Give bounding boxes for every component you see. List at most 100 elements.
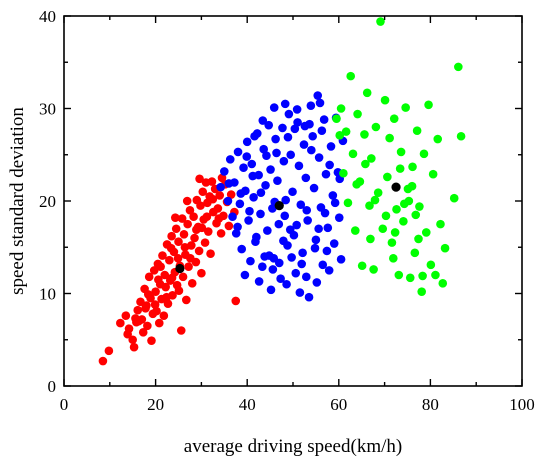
data-point — [357, 261, 367, 271]
data-point — [361, 159, 370, 169]
y-tick-label: 0 — [48, 377, 57, 396]
data-point — [174, 237, 183, 246]
data-point — [195, 174, 204, 184]
data-point — [307, 145, 316, 155]
data-point — [440, 243, 450, 253]
data-point — [306, 101, 316, 111]
data-point — [311, 235, 321, 245]
data-point — [252, 232, 261, 242]
data-point — [291, 268, 301, 278]
data-point — [167, 231, 176, 241]
data-point — [197, 268, 206, 278]
x-tick-label: 100 — [509, 395, 535, 414]
data-point — [240, 270, 250, 280]
data-point — [269, 103, 279, 112]
data-point — [167, 273, 177, 283]
centroid-point — [391, 182, 401, 192]
data-point — [242, 152, 252, 161]
data-point — [258, 262, 267, 271]
data-point — [297, 259, 307, 269]
data-point — [433, 134, 443, 144]
data-point — [411, 210, 421, 220]
centroid-layer — [175, 182, 401, 274]
data-point — [224, 221, 234, 231]
data-point — [385, 133, 394, 143]
data-point — [185, 205, 195, 215]
data-point — [161, 282, 170, 292]
data-point — [259, 144, 268, 154]
x-axis-title: average driving speed(km/h) — [184, 436, 402, 457]
data-point — [143, 321, 152, 331]
data-point — [203, 227, 213, 236]
data-point — [231, 229, 241, 238]
data-point — [231, 296, 241, 306]
data-point — [353, 109, 362, 119]
data-point — [301, 272, 311, 282]
data-point — [183, 219, 192, 229]
x-tick-labels: 0 20 40 60 80 100 — [60, 395, 535, 414]
data-point — [343, 198, 353, 208]
data-point — [341, 127, 351, 136]
points-layer — [98, 17, 466, 366]
data-point — [182, 196, 192, 206]
data-point — [424, 100, 433, 110]
data-point — [262, 151, 271, 160]
data-point — [389, 114, 399, 123]
data-point — [314, 224, 323, 234]
data-point — [174, 286, 184, 296]
data-point — [208, 194, 218, 204]
data-point — [197, 223, 207, 233]
data-point — [260, 252, 269, 261]
data-point — [328, 191, 338, 200]
data-point — [304, 292, 314, 302]
data-point — [371, 122, 381, 132]
data-point — [412, 126, 422, 135]
data-point — [279, 236, 288, 246]
data-point — [405, 273, 415, 283]
data-point — [116, 318, 125, 328]
data-point — [154, 318, 164, 328]
data-point — [220, 167, 229, 176]
data-point — [305, 119, 314, 129]
data-point — [352, 180, 361, 189]
data-point — [162, 292, 171, 302]
data-point — [151, 287, 160, 296]
data-point — [313, 91, 323, 100]
data-point — [299, 140, 309, 149]
data-point — [261, 180, 270, 190]
data-point — [266, 165, 275, 174]
data-point — [143, 290, 153, 299]
data-point — [242, 137, 252, 147]
data-point — [131, 314, 140, 323]
data-point — [308, 131, 317, 141]
data-point — [284, 109, 294, 119]
data-point — [298, 248, 307, 258]
data-point — [421, 228, 431, 237]
data-point — [200, 238, 210, 247]
data-point — [187, 279, 197, 288]
data-point — [419, 149, 429, 159]
data-point — [246, 256, 255, 266]
data-point — [98, 356, 108, 366]
data-point — [312, 278, 322, 287]
data-point — [456, 131, 466, 141]
data-point — [274, 258, 284, 268]
data-point — [317, 126, 327, 135]
x-tick-label: 0 — [60, 395, 69, 414]
data-point — [325, 160, 334, 170]
data-point — [247, 159, 257, 169]
data-point — [147, 336, 156, 345]
data-point — [177, 214, 187, 223]
data-point — [318, 260, 328, 270]
y-tick-label: 10 — [39, 285, 56, 304]
data-point — [426, 260, 436, 270]
data-point — [314, 153, 324, 162]
data-point — [249, 193, 258, 202]
data-point — [399, 217, 408, 226]
data-point — [401, 103, 410, 112]
data-point — [288, 187, 297, 197]
data-point — [165, 255, 174, 265]
data-point — [346, 71, 356, 81]
data-point — [415, 202, 424, 211]
data-point — [320, 208, 330, 218]
